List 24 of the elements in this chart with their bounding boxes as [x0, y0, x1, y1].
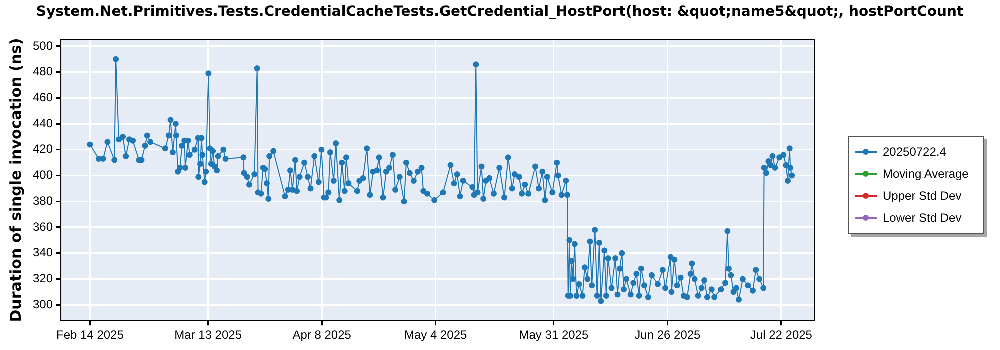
y-tick-label: 360 [32, 220, 54, 234]
y-tick-label: 400 [32, 168, 54, 182]
y-tick-label: 420 [32, 142, 54, 156]
x-tick-label: Jun 26 2025 [634, 328, 702, 342]
x-tick-label: Jul 22 2025 [750, 328, 813, 342]
x-tick-label: Feb 14 2025 [56, 328, 124, 342]
y-tick-label: 500 [32, 38, 54, 53]
legend-label: Lower Std Dev [883, 211, 962, 225]
x-tick-label: May 31 2025 [519, 328, 589, 342]
y-tick-label: 320 [32, 272, 54, 286]
chart-title: System.Net.Primitives.Tests.CredentialCacheTests.GetCredential_HostPort(host: &quot;name5&quot;, hostPortCount [35, 4, 965, 20]
y-axis-title: Duration of single invocation (ns) [6, 38, 25, 322]
legend-label: 20250722.4 [883, 145, 946, 159]
x-tick-label: May 4 2025 [404, 328, 468, 342]
y-tick-label: 480 [32, 64, 54, 79]
y-tick-label: 340 [32, 246, 54, 260]
x-tick-label: Apr 8 2025 [292, 328, 352, 342]
x-tick-label: Mar 13 2025 [174, 328, 242, 342]
y-tick-label: 460 [32, 90, 54, 104]
legend-label: Upper Std Dev [883, 189, 962, 203]
legend-label: Moving Average [883, 167, 969, 181]
y-tick-label: 300 [32, 297, 54, 312]
y-tick-label: 440 [32, 116, 54, 130]
y-tick-label: 380 [32, 194, 54, 208]
